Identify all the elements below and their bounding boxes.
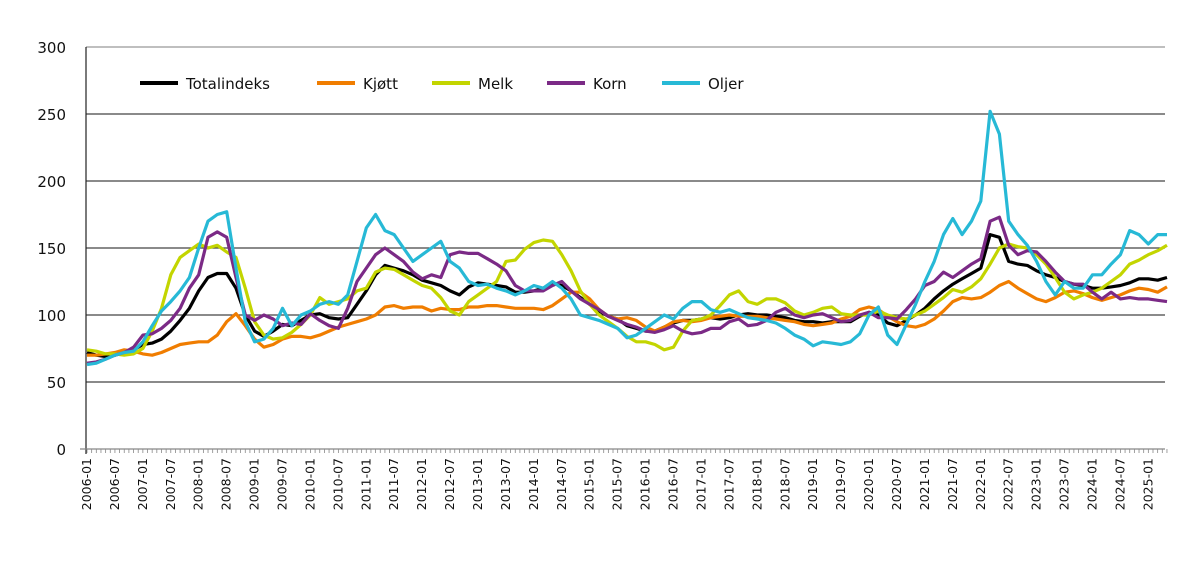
x-tick-label: 2020-01	[861, 458, 876, 510]
x-tick-label: 2012-07	[442, 458, 457, 510]
x-tick-label: 2023-07	[1057, 458, 1072, 510]
legend-item: Melk	[432, 75, 513, 93]
legend-label: Oljer	[708, 75, 744, 93]
x-tick-label: 2022-01	[973, 458, 988, 510]
x-tick-label: 2024-01	[1084, 458, 1099, 510]
y-tick-label: 150	[37, 240, 66, 258]
x-tick-label: 2009-01	[247, 458, 262, 510]
x-tick-label: 2017-01	[693, 458, 708, 510]
x-tick-label: 2025-01	[1140, 458, 1155, 510]
x-tick-label: 2007-01	[135, 458, 150, 510]
series-line-kjøtt	[87, 279, 1168, 357]
legend-item: Kjøtt	[317, 75, 398, 93]
x-tick-label: 2014-07	[554, 458, 569, 510]
x-tick-label: 2015-01	[582, 458, 597, 510]
series-lines	[86, 109, 1168, 367]
x-tick-label: 2012-01	[414, 458, 429, 510]
x-tick-label: 2009-07	[275, 458, 290, 510]
legend-label: Melk	[478, 75, 513, 93]
series-line-korn	[86, 215, 1168, 365]
x-tick-label: 2016-01	[638, 458, 653, 510]
legend-item: Korn	[547, 75, 627, 93]
y-tick-label: 300	[37, 39, 66, 57]
x-tick-label: 2006-01	[79, 458, 94, 510]
x-tick-label: 2006-07	[107, 458, 122, 510]
x-tick-label: 2021-01	[917, 458, 932, 510]
x-tick-label: 2008-01	[191, 458, 206, 510]
x-tick-label: 2024-07	[1112, 458, 1127, 510]
x-tick-label: 2013-07	[498, 458, 513, 510]
axes	[80, 47, 1168, 454]
x-tick-label: 2011-07	[386, 458, 401, 510]
x-tick-label: 2016-07	[666, 458, 681, 510]
x-tick-label: 2010-01	[302, 458, 317, 510]
x-tick-label: 2015-07	[610, 458, 625, 510]
legend-label: Korn	[593, 75, 627, 93]
x-tick-label: 2023-01	[1029, 458, 1044, 510]
series-line-oljer	[86, 109, 1167, 367]
x-tick-label: 2013-01	[470, 458, 485, 510]
x-tick-label: 2019-01	[805, 458, 820, 510]
legend-item: Oljer	[662, 75, 744, 93]
x-tick-label: 2022-07	[1001, 458, 1016, 510]
y-tick-label: 250	[37, 106, 66, 124]
x-axis-tick-labels: 2006-01 2006-07 2007-01 2007-07 2008-01 2008-…	[79, 458, 1155, 510]
x-tick-label: 2020-07	[889, 458, 904, 510]
x-tick-label: 2008-07	[219, 458, 234, 510]
x-tick-label: 2018-07	[777, 458, 792, 510]
y-tick-label: 50	[47, 374, 66, 392]
x-tick-label: 2011-01	[358, 458, 373, 510]
x-tick-label: 2018-01	[749, 458, 764, 510]
legend: Totalindeks Kjøtt Melk Korn Oljer	[140, 75, 744, 93]
x-tick-label: 2017-07	[721, 458, 736, 510]
x-tick-label: 2014-01	[526, 458, 541, 510]
legend-label: Totalindeks	[185, 75, 270, 93]
legend-item: Totalindeks	[140, 75, 270, 93]
y-tick-label: 200	[37, 173, 66, 191]
legend-label: Kjøtt	[363, 75, 398, 93]
x-tick-label: 2019-07	[833, 458, 848, 510]
y-tick-label: 0	[56, 441, 66, 459]
x-tick-label: 2007-07	[163, 458, 178, 510]
x-tick-label: 2010-07	[330, 458, 345, 510]
x-tick-label: 2021-07	[945, 458, 960, 510]
y-tick-label: 100	[37, 307, 66, 325]
y-axis-tick-labels: 0 50 100 150 200 250 300	[37, 39, 66, 459]
